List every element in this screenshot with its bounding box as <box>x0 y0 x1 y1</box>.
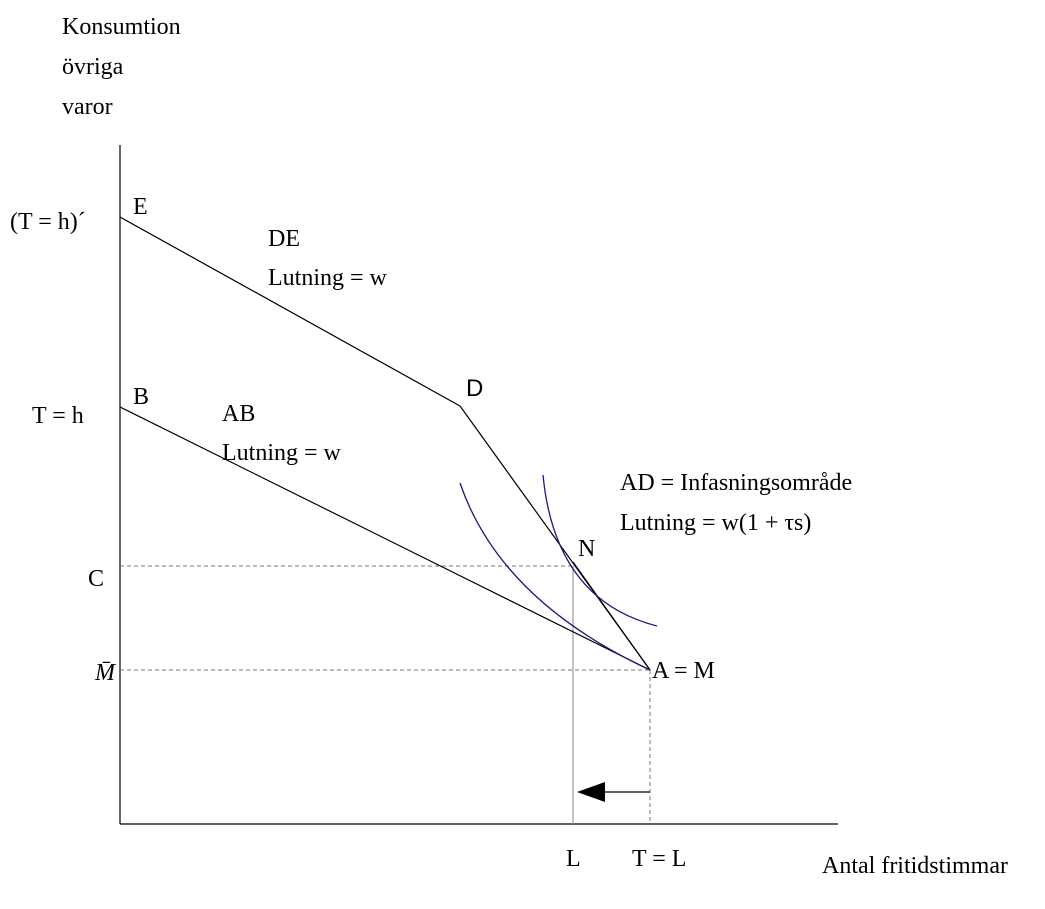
point-label: N <box>578 536 595 562</box>
point-label: B <box>133 384 149 410</box>
y-label: T = h <box>32 403 84 429</box>
annotation: Lutning = w(1 + τs) <box>620 510 811 536</box>
arrow-head <box>577 782 605 802</box>
point-label: A = M <box>652 658 715 684</box>
indifference-curve <box>459 482 651 671</box>
annotation: Lutning = w <box>268 265 388 291</box>
x-axis-label: Antal fritidstimmar <box>822 853 1008 879</box>
annotation: DE <box>268 226 300 252</box>
point-label: E <box>133 194 148 220</box>
annotation: Lutning = w <box>222 440 342 466</box>
annotation: AD = Infasningsområde <box>620 470 852 496</box>
x-label: L <box>566 846 581 872</box>
indifference-curve <box>542 474 658 627</box>
y-label: (T = h)´ <box>10 209 86 235</box>
x-label: T = L <box>632 846 686 872</box>
y-axis-label: varor <box>62 94 113 120</box>
y-label: M̄ <box>94 660 117 686</box>
y-label: C <box>88 566 104 592</box>
budget-line <box>119 216 461 407</box>
point-label: D <box>466 375 483 402</box>
tangent-line <box>572 561 651 671</box>
y-axis-label: övriga <box>62 54 124 80</box>
budget-line <box>119 406 651 671</box>
annotation: AB <box>222 401 255 427</box>
y-axis-label: Konsumtion <box>62 14 181 40</box>
